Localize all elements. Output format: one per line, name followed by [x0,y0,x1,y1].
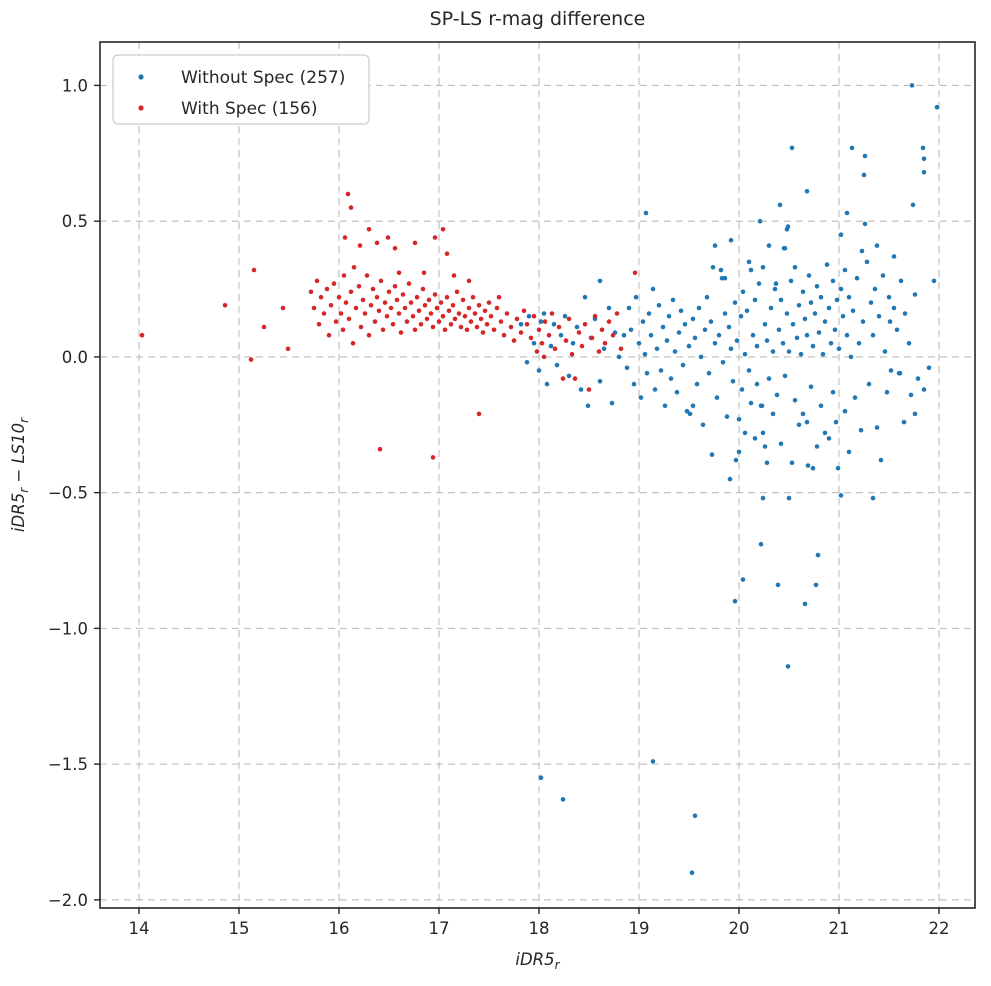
legend-marker-without-spec [138,74,144,80]
x-tick-label: 20 [729,919,750,938]
y-tick-label: 0.0 [62,348,88,367]
x-axis-label: iDR5r​ [515,950,560,972]
x-tick-label: 18 [529,919,550,938]
axis-ticks: 14 15 16 17 18 19 20 21 22 1.0 0.5 0.0 −0.5 −1.0 −1.5 −… [48,76,950,938]
x-tick-label: 15 [229,919,250,938]
gridlines [100,42,975,908]
y-tick-label: −1.5 [48,755,88,774]
legend: Without Spec (257) With Spec (156) [112,54,370,125]
legend-label-without-spec: Without Spec (257) [181,68,345,88]
series-without-spec [518,83,940,875]
series-with-spec [139,191,638,460]
y-axis-label: iDR5r​ − LS10r​ [9,417,31,532]
legend-marker-with-spec [138,105,144,111]
x-tick-label: 19 [629,919,650,938]
x-tick-label: 14 [129,919,150,938]
x-tick-label: 22 [929,919,950,938]
y-tick-label: −2.0 [48,891,88,910]
x-tick-label: 16 [329,919,350,938]
y-tick-label: −0.5 [48,484,88,503]
y-tick-label: 1.0 [62,76,88,95]
chart-title: SP-LS r-mag difference [429,8,646,30]
legend-label-with-spec: With Spec (156) [181,99,318,119]
x-tick-label: 17 [429,919,450,938]
plot-border [99,41,976,909]
x-tick-label: 21 [829,919,850,938]
y-tick-label: −1.0 [48,619,88,638]
legend-box [112,54,370,125]
y-tick-label: 0.5 [62,212,88,231]
